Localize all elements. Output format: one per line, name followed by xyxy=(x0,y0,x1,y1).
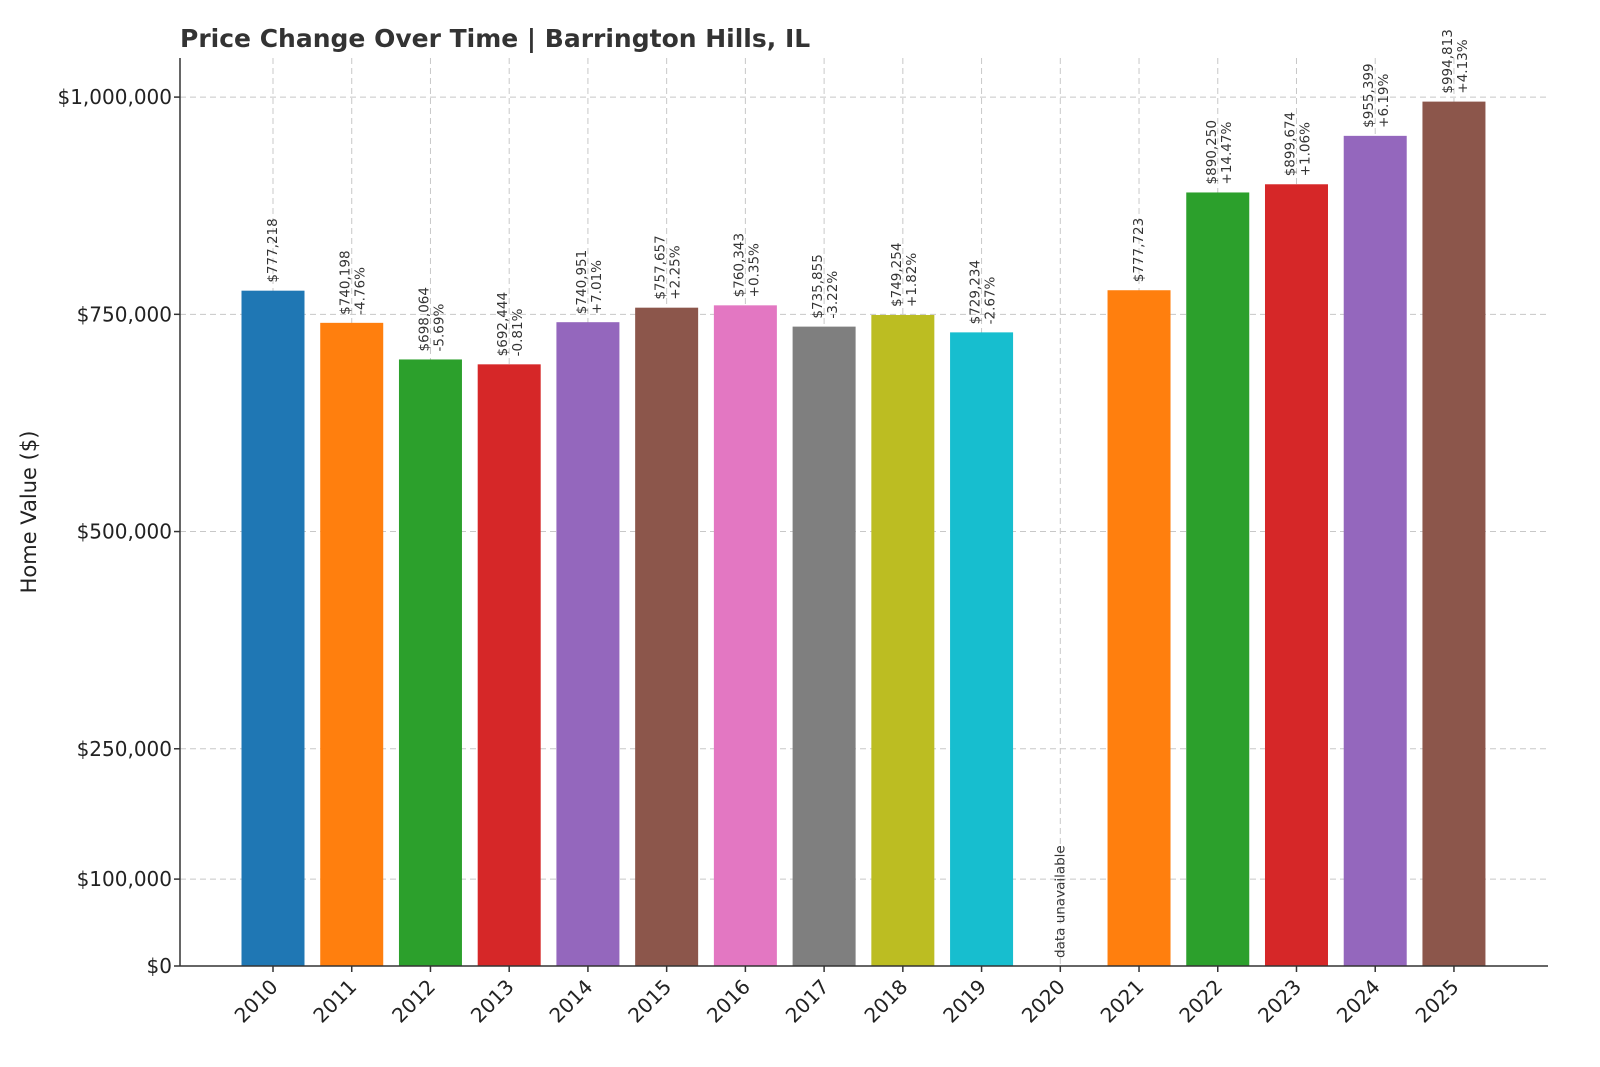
bar xyxy=(1107,290,1171,967)
change-label: +1.06% xyxy=(1297,122,1313,176)
change-label: +0.35% xyxy=(746,243,762,297)
x-tick-label: 2019 xyxy=(938,975,991,1028)
change-label: +4.13% xyxy=(1455,39,1471,93)
value-label: $740,951 xyxy=(574,250,590,314)
y-tick-label: $1,000,000 xyxy=(57,85,172,109)
bar xyxy=(398,359,462,966)
value-label: $740,198 xyxy=(338,250,354,314)
y-axis-label: Home Value ($) xyxy=(17,431,41,594)
x-tick-label: 2023 xyxy=(1253,975,1306,1028)
change-label: +1.82% xyxy=(904,253,920,307)
bar xyxy=(950,332,1014,967)
value-label: $760,343 xyxy=(731,233,747,297)
x-axis: 2010 2011 2012 2013 2014 2015 2016 2017 2018 2019… xyxy=(180,965,1548,1028)
value-label: $729,234 xyxy=(968,260,984,324)
value-label: $698,064 xyxy=(416,287,432,351)
change-label: +14.47% xyxy=(1219,122,1235,185)
missing-data-label: data unavailable xyxy=(1052,845,1068,958)
grid-lines xyxy=(180,58,1548,966)
value-label: $899,674 xyxy=(1282,112,1298,176)
x-tick-label: 2024 xyxy=(1332,975,1385,1028)
bar xyxy=(241,290,305,966)
x-tick-label: 2013 xyxy=(466,975,519,1028)
value-label: $735,855 xyxy=(810,254,826,318)
x-tick-label: 2016 xyxy=(702,975,755,1028)
bar xyxy=(1422,101,1486,966)
bar xyxy=(792,326,856,966)
y-tick-label: $100,000 xyxy=(77,867,172,891)
bar xyxy=(1264,184,1328,967)
x-tick-label: 2010 xyxy=(230,975,283,1028)
change-label: -0.81% xyxy=(510,308,526,356)
x-tick-label: 2025 xyxy=(1411,975,1464,1028)
bar xyxy=(1186,192,1250,966)
value-label: $955,399 xyxy=(1361,63,1377,127)
y-tick-label: $750,000 xyxy=(77,302,172,326)
change-label: -3.22% xyxy=(825,271,841,319)
y-tick-label: $500,000 xyxy=(77,520,172,544)
data-labels: $777,218 $740,198 -4.76% $698,064 -5.69% $692… xyxy=(265,29,1471,958)
bar xyxy=(635,307,699,966)
y-tick-label: $0 xyxy=(147,954,172,978)
value-label: $692,444 xyxy=(495,292,511,356)
value-label: $749,254 xyxy=(889,243,905,307)
x-tick-label: 2022 xyxy=(1174,975,1227,1028)
change-label: -2.67% xyxy=(983,276,999,324)
x-tick-label: 2015 xyxy=(623,975,676,1028)
value-label: $777,723 xyxy=(1131,218,1147,282)
value-label: $757,657 xyxy=(653,235,669,299)
x-tick-label: 2012 xyxy=(387,975,440,1028)
value-label: $994,813 xyxy=(1440,29,1456,93)
bar xyxy=(1343,135,1407,967)
y-tick-label: $250,000 xyxy=(77,737,172,761)
x-tick-label: 2021 xyxy=(1096,975,1149,1028)
x-tick-label: 2018 xyxy=(859,975,912,1028)
x-tick-label: 2014 xyxy=(544,975,597,1028)
chart-title: Price Change Over Time | Barrington Hill… xyxy=(180,24,810,53)
change-label: +6.19% xyxy=(1376,73,1392,127)
bar xyxy=(713,305,777,966)
bar xyxy=(871,314,935,966)
change-label: -4.76% xyxy=(353,267,369,315)
change-label: +7.01% xyxy=(589,260,605,314)
bar xyxy=(477,364,541,966)
bars xyxy=(241,101,1486,967)
bar xyxy=(556,322,620,967)
value-label: $777,218 xyxy=(265,218,281,282)
x-tick-label: 2017 xyxy=(781,975,834,1028)
x-tick-label: 2020 xyxy=(1017,975,1070,1028)
change-label: +2.25% xyxy=(668,245,684,299)
value-label: $890,250 xyxy=(1204,120,1220,184)
x-tick-label: 2011 xyxy=(308,975,361,1028)
change-label: -5.69% xyxy=(431,304,447,352)
bar xyxy=(320,322,384,967)
y-axis: $0 $100,000 $250,000 $500,000 $750,000 $1,000… xyxy=(57,58,181,978)
